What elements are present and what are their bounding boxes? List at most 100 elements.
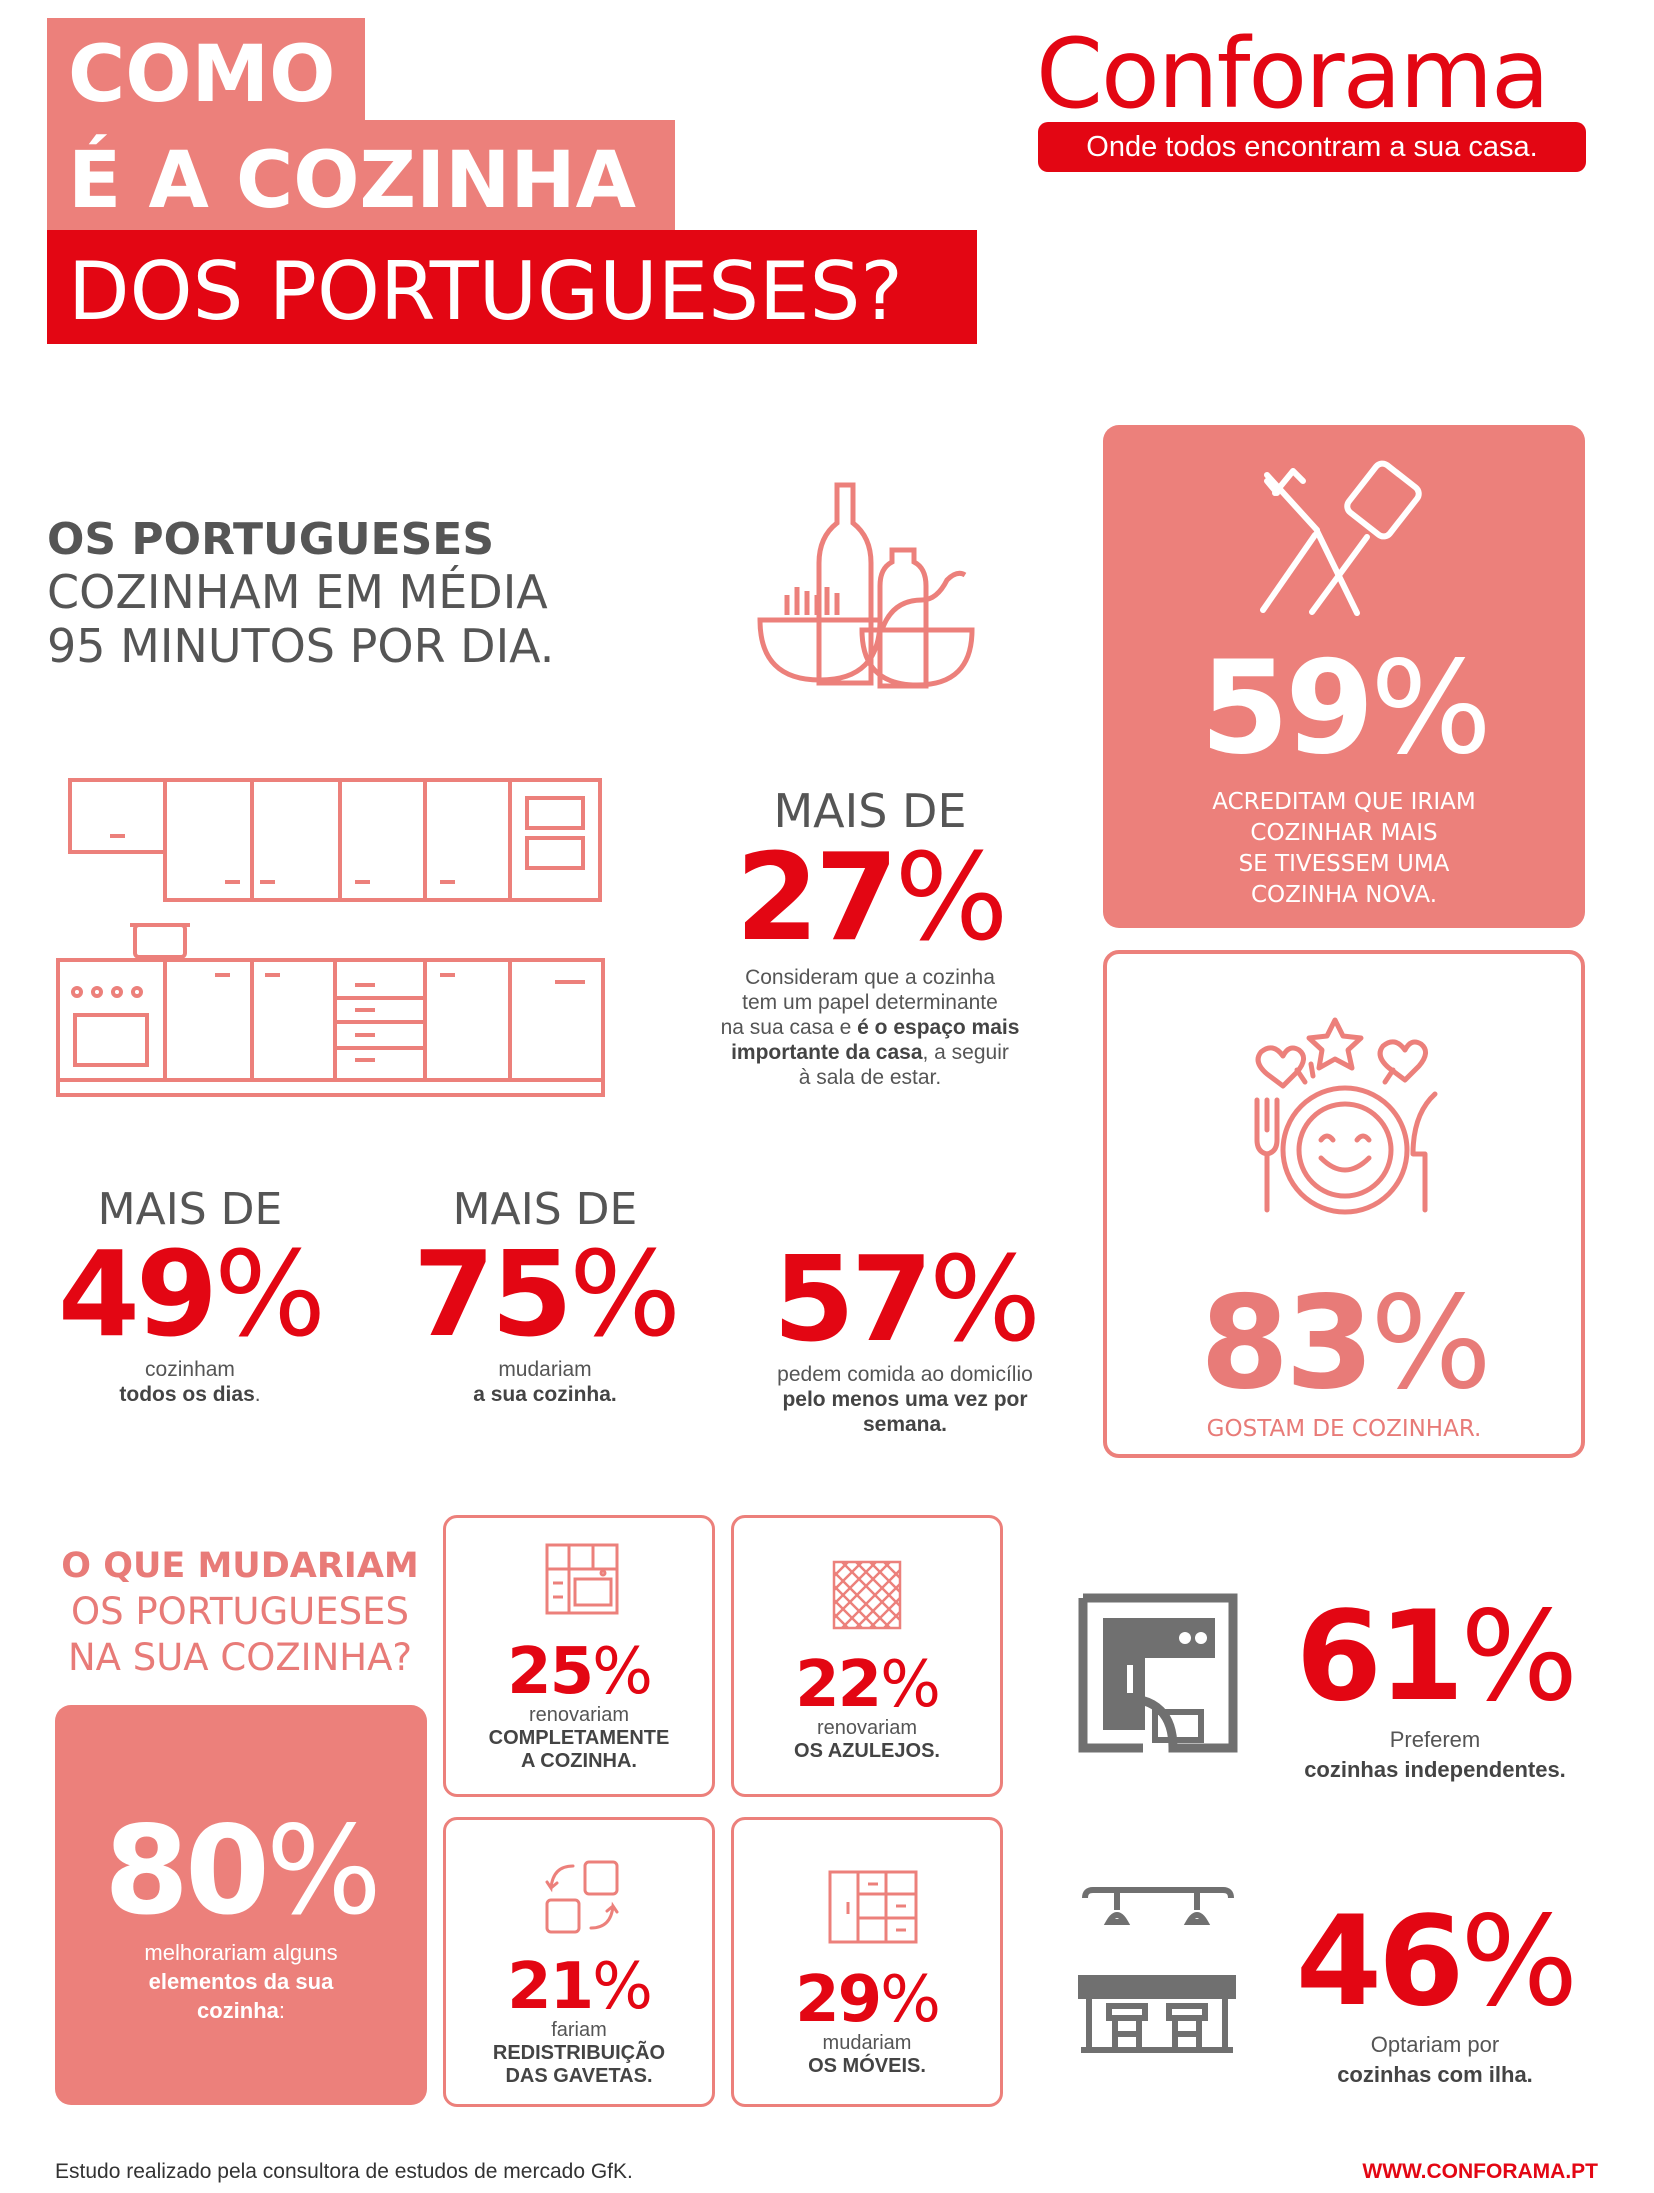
kitchen-unit-icon bbox=[545, 1543, 619, 1615]
stat-25-number: 25 bbox=[507, 1635, 594, 1709]
stat-80-box bbox=[55, 1705, 427, 2105]
stat-21-line2: REDISTRIBUIÇÃO bbox=[492, 2042, 666, 2064]
stat-49-line2-end: . bbox=[254, 1383, 261, 1406]
stat-61-caption: Preferem cozinhas independentes. bbox=[1265, 1725, 1605, 1785]
changes-heading-line2: OS PORTUGUESES bbox=[71, 1590, 409, 1633]
stat-75-number: 75 bbox=[412, 1225, 573, 1363]
stat-29-caption: mudariam OS MÓVEIS. bbox=[731, 2032, 1003, 2078]
stat-75-line1: mudariam bbox=[498, 1358, 592, 1381]
stat-21-box bbox=[443, 1817, 715, 2107]
stat-21: 21% fariam REDISTRIBUIÇÃO DAS GAVETAS. bbox=[443, 1955, 715, 2088]
stat-49-pct: % bbox=[214, 1225, 326, 1363]
stat-59-line2: COZINHAR MAIS bbox=[1250, 820, 1438, 846]
changes-heading: O QUE MUDARIAM OS PORTUGUESES NA SUA COZ… bbox=[40, 1543, 440, 1681]
stat-49-prefix: MAIS DE bbox=[97, 1184, 283, 1235]
stat-21-number: 21 bbox=[507, 1950, 594, 2024]
stat-80-line3-end: : bbox=[278, 1998, 286, 2023]
stat-83-pct: % bbox=[1370, 1269, 1492, 1418]
stat-27-line1: Consideram que a cozinha bbox=[745, 966, 995, 989]
stat-57-line3: semana. bbox=[862, 1413, 948, 1436]
stat-75-pct: % bbox=[569, 1225, 681, 1363]
stat-57: 57% pedem comida ao domicílio pelo menos… bbox=[735, 1240, 1075, 1437]
stat-21-line3: DAS GAVETAS. bbox=[505, 2065, 653, 2087]
stat-83-caption: GOSTAM DE COZINHAR. bbox=[1206, 1416, 1482, 1442]
stat-27-line4: importante da casa, a seguir bbox=[660, 1040, 1080, 1065]
stat-59-box bbox=[1103, 425, 1585, 928]
stat-49-caption: cozinham todos os dias. bbox=[30, 1357, 350, 1407]
stat-49-number: 49 bbox=[57, 1225, 218, 1363]
title-line2-bg bbox=[47, 120, 675, 230]
stat-49-value: 49% bbox=[30, 1235, 350, 1353]
stat-83-number: 83 bbox=[1200, 1269, 1374, 1418]
stat-27-pct: % bbox=[894, 829, 1008, 968]
tiles-icon bbox=[832, 1560, 902, 1630]
stat-49-line2: todos os dias bbox=[119, 1383, 255, 1406]
stat-46-line2: cozinhas com ilha. bbox=[1337, 2062, 1533, 2087]
stat-25-caption: renovariam COMPLETAMENTE A COZINHA. bbox=[443, 1704, 715, 1773]
stat-57-pct: % bbox=[929, 1230, 1041, 1368]
stat-27-line3a: na sua casa e bbox=[720, 1016, 858, 1039]
stat-61-pct: % bbox=[1460, 1585, 1578, 1729]
stat-75-value: 75% bbox=[385, 1235, 705, 1353]
stat-29-line2: OS MÓVEIS. bbox=[808, 2055, 926, 2077]
stat-80-line1: melhorariam alguns bbox=[144, 1940, 338, 1965]
stat-75: MAIS DE 75% mudariam a sua cozinha. bbox=[385, 1185, 705, 1407]
stat-29-pct: % bbox=[880, 1963, 941, 2037]
stat-27-line5: à sala de estar. bbox=[798, 1066, 942, 1089]
intro-text: OS PORTUGUESES COZINHAM EM MÉDIA 95 MINU… bbox=[47, 514, 555, 674]
footer-source: Estudo realizado pela consultora de estu… bbox=[55, 2160, 633, 2183]
stat-46-value: 46% bbox=[1265, 1900, 1605, 2024]
stat-61-line1: Preferem bbox=[1389, 1727, 1481, 1752]
stat-57-caption: pedem comida ao domicílio pelo menos uma… bbox=[735, 1362, 1075, 1437]
stat-80: 80% melhorariam alguns elementos da sua … bbox=[55, 1810, 427, 2025]
stat-61-value: 61% bbox=[1265, 1595, 1605, 1719]
furniture-icon bbox=[828, 1870, 918, 1944]
stat-25-line3: A COZINHA. bbox=[521, 1750, 637, 1772]
stat-27-value: 27% bbox=[680, 839, 1060, 959]
rearrange-icon bbox=[545, 1860, 619, 1934]
kitchen-food-icon bbox=[757, 482, 975, 689]
stat-25: 25% renovariam COMPLETAMENTE A COZINHA. bbox=[443, 1640, 715, 1773]
stat-83-value: 83% bbox=[1103, 1280, 1585, 1408]
stat-75-caption: mudariam a sua cozinha. bbox=[385, 1357, 705, 1407]
stat-25-pct: % bbox=[592, 1635, 653, 1709]
stat-29-line1: mudariam bbox=[822, 2032, 912, 2054]
stat-22-caption: renovariam OS AZULEJOS. bbox=[731, 1717, 1003, 1763]
stat-57-line1: pedem comida ao domicílio bbox=[777, 1363, 1033, 1386]
stat-75-prefix: MAIS DE bbox=[452, 1184, 638, 1235]
stat-22-pct: % bbox=[880, 1648, 941, 1722]
stat-21-line1: fariam bbox=[551, 2019, 607, 2041]
changes-heading-line3: NA SUA COZINHA? bbox=[67, 1636, 413, 1679]
changes-heading-line1: O QUE MUDARIAM bbox=[61, 1546, 419, 1586]
stat-46-line1: Optariam por bbox=[1370, 2032, 1500, 2057]
footer-url[interactable]: WWW.CONFORAMA.PT bbox=[1362, 2160, 1598, 2183]
stat-49-line2-wrap: todos os dias. bbox=[30, 1382, 350, 1407]
stat-22-line2: OS AZULEJOS. bbox=[794, 1740, 940, 1762]
stat-61-number: 61 bbox=[1295, 1585, 1465, 1729]
stat-22: 22% renovariam OS AZULEJOS. bbox=[731, 1653, 1003, 1763]
title-line1: COMO bbox=[68, 30, 336, 120]
stat-27: MAIS DE 27% bbox=[680, 785, 1060, 959]
stat-49-line1: cozinham bbox=[145, 1358, 235, 1381]
stat-27-number: 27 bbox=[735, 829, 898, 968]
stat-21-value: 21% bbox=[443, 1955, 715, 2019]
stat-75-line2: a sua cozinha. bbox=[473, 1383, 617, 1406]
intro-line1: OS PORTUGUESES bbox=[47, 514, 495, 565]
stat-22-number: 22 bbox=[795, 1648, 882, 1722]
title-line3-bg bbox=[47, 230, 977, 344]
stat-25-line1: renovariam bbox=[528, 1704, 630, 1726]
stat-57-number: 57 bbox=[772, 1230, 933, 1368]
stat-80-caption: melhorariam alguns elementos da sua cozi… bbox=[55, 1938, 427, 2025]
stat-25-line2: COMPLETAMENTE bbox=[488, 1727, 670, 1749]
island-kitchen-icon bbox=[1078, 1887, 1236, 2053]
stat-59-caption: ACREDITAM QUE IRIAM COZINHAR MAIS SE TIV… bbox=[1103, 787, 1585, 911]
title-line2: É A COZINHA bbox=[68, 136, 637, 226]
stat-83: 83% GOSTAM DE COZINHAR. bbox=[1103, 1280, 1585, 1443]
stat-46-caption: Optariam por cozinhas com ilha. bbox=[1265, 2030, 1605, 2090]
stat-29-box bbox=[731, 1817, 1003, 2107]
stat-57-value: 57% bbox=[735, 1240, 1075, 1358]
intro-line3: 95 MINUTOS POR DIA. bbox=[47, 619, 555, 673]
title-line3: DOS PORTUGUESES? bbox=[68, 245, 903, 338]
brand-name: Conforama bbox=[1036, 18, 1550, 130]
stat-27-line3: na sua casa e é o espaço mais bbox=[660, 1015, 1080, 1040]
